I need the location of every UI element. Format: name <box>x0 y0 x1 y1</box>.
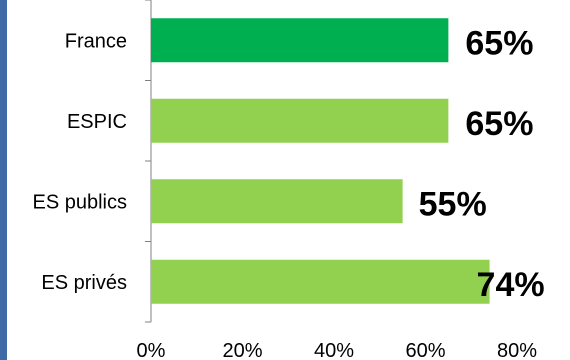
data-label: 65% <box>465 105 533 143</box>
x-tick-label: 0% <box>137 340 166 360</box>
category-labels: France ESPIC ES publics ES privés <box>33 30 128 294</box>
category-label: France <box>65 30 127 52</box>
data-label: 74% <box>477 266 545 304</box>
chart-axes <box>145 0 152 323</box>
bar-0 <box>151 18 449 63</box>
x-tick-labels: 0% 20% 40% 60% 80% <box>137 340 538 360</box>
data-label: 65% <box>465 24 533 62</box>
category-label: ES publics <box>33 191 128 213</box>
x-tick-label: 40% <box>314 340 354 360</box>
data-label: 55% <box>419 185 487 223</box>
category-label: ESPIC <box>67 111 127 133</box>
x-tick-label: 80% <box>497 340 537 360</box>
frame-left-border <box>0 0 7 360</box>
x-tick-label: 20% <box>222 340 262 360</box>
chart-bars <box>151 18 490 304</box>
category-label: ES privés <box>41 272 127 294</box>
bar-3 <box>151 259 490 304</box>
bar-1 <box>151 98 449 143</box>
value-labels: 65% 65% 55% 74% <box>419 24 545 304</box>
x-tick-label: 60% <box>405 340 445 360</box>
bar-2 <box>151 179 403 224</box>
